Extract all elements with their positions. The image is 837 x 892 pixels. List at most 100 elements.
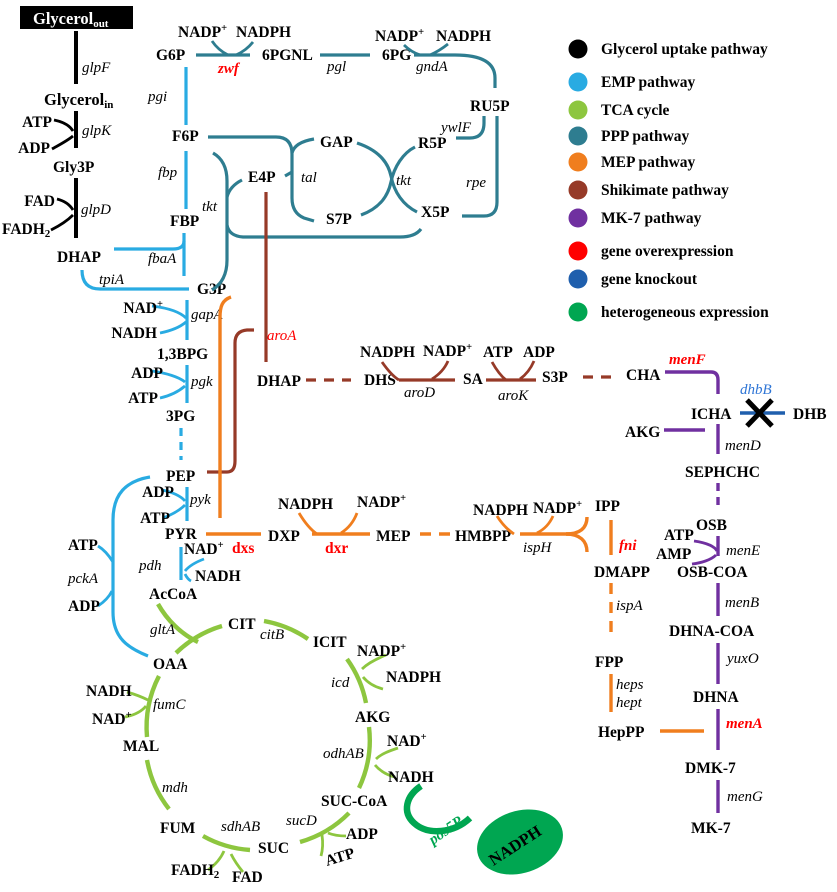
metabolite-dhna: DHNA: [693, 689, 739, 706]
gene-arod: aroD: [404, 385, 435, 401]
cofactor-fad-sdhab: FAD: [232, 869, 263, 886]
legend-dot-glycerol: [568, 39, 588, 59]
cofactor-in-sdhab: [229, 853, 245, 873]
cofactor-adp-sucd: ADP: [346, 826, 378, 843]
legend-dot-overexpression: [568, 241, 588, 261]
cofactor-nadh-odhab: NADH: [388, 769, 434, 786]
gene-menb: menB: [725, 595, 759, 611]
legend: Glycerol uptake pathway EMP pathway TCA …: [568, 39, 769, 322]
cofactor-out-gnda: [429, 42, 449, 57]
cofactor-nad-odhab: NAD+: [387, 732, 427, 750]
cofactor-atp-mene: ATP: [664, 527, 694, 544]
metabolite-mk7: MK-7: [691, 820, 731, 837]
arrow-tkt-s7p-r5p: [360, 145, 416, 217]
metabolite-dhnacoa: DHNA-COA: [669, 623, 755, 640]
metabolite-sa: SA: [463, 371, 484, 388]
arrow-menf: [665, 370, 720, 394]
cofactor-atp-pcka: ATP: [68, 537, 98, 554]
gene-arok: aroK: [498, 388, 529, 404]
metabolite-6pgnl: 6PGNL: [262, 47, 313, 64]
glycerol-out-box: [20, 6, 133, 29]
metabolite-g6p: G6P: [156, 47, 186, 64]
cofactor-in-arok: [490, 361, 507, 382]
cofactor-out-glpk: [51, 134, 74, 151]
gene-pgl: pgl: [326, 59, 346, 75]
gene-tkt-mid: tkt: [396, 173, 412, 189]
cofactor-atp-pgk: ATP: [128, 390, 158, 407]
gene-odhab: odhAB: [323, 746, 364, 762]
arrow-mdh: [144, 759, 171, 811]
legend-label-mep: MEP pathway: [601, 154, 696, 171]
gene-glpd: glpD: [81, 202, 111, 218]
cofactor-amp-mene: AMP: [656, 546, 692, 563]
legend-label-overexpression: gene overexpression: [601, 243, 734, 260]
cofactor-adp-glpk: ADP: [18, 140, 50, 157]
cofactor-in-pgk: [151, 369, 186, 384]
shikimate-pathway: aroA DHAP DHS NADPH NADP+ aroD SA ATP AD…: [207, 192, 661, 474]
metabolite-3pg: 3PG: [166, 408, 195, 425]
cofactor-in-pcka: [97, 590, 114, 608]
cofactor-adp-pgk: ADP: [131, 365, 163, 382]
metabolite-dxp: DXP: [268, 528, 300, 545]
gene-ywlf: ywlF: [439, 120, 472, 136]
legend-label-glycerol: Glycerol uptake pathway: [601, 41, 768, 58]
cofactor-out-sdhab: [207, 850, 226, 872]
legend-label-shikimate: Shikimate pathway: [601, 182, 729, 199]
arrow-gnda: [414, 53, 497, 88]
metabolite-gly3p: Gly3P: [53, 159, 95, 176]
arrow-pos5p: [403, 783, 473, 835]
legend-label-knockout: gene knockout: [601, 271, 698, 288]
arrow-citb: [263, 618, 310, 641]
gene-pos5p: pos5P: [424, 813, 466, 849]
cofactor-nadph-dxr: NADPH: [278, 496, 333, 513]
legend-label-ppp: PPP pathway: [601, 128, 690, 145]
arrow-tpia: [80, 269, 189, 291]
nadph-pool-ellipse: [477, 809, 563, 875]
legend-dot-mk7: [568, 208, 588, 228]
cofactor-out-arok: [519, 360, 536, 381]
gene-tpia: tpiA: [99, 272, 125, 288]
cofactor-nadph-isph: NADPH: [473, 502, 528, 519]
cofactor-out-pdh: [183, 573, 192, 583]
cofactor-fad-glpd: FAD: [24, 193, 55, 210]
legend-dot-heterologous: [568, 302, 588, 322]
cofactor-nad-gapa: NAD+: [123, 299, 163, 317]
cofactor-fadh2-sdhab: FADH2: [171, 862, 220, 881]
arrow-fbp-dhap: [114, 240, 186, 251]
cofactor-out-gapa: [159, 320, 187, 335]
arrow-g3p-pyr: [218, 295, 232, 518]
cofactor-in-glpk: [53, 118, 75, 132]
metabolite-fbp: FBP: [170, 213, 200, 230]
gene-isph: ispH: [523, 540, 553, 556]
nadph-pool: pos5P NADPH: [403, 783, 563, 875]
metabolite-osb: OSB: [696, 517, 727, 534]
cofactor-nadph-zwf: NADPH: [236, 24, 291, 41]
metabolite-pyr: PYR: [165, 526, 198, 543]
gene-fbaa: fbaA: [148, 251, 177, 267]
metabolite-succoa: SUC-CoA: [321, 793, 388, 810]
arrow-tkt-f6p-g3p: [211, 151, 229, 292]
cofactor-nadp-icd: NADP+: [357, 642, 406, 660]
gene-sucd: sucD: [286, 813, 317, 829]
cofactor-atp-pyk: ATP: [140, 510, 170, 527]
gene-pgk: pgk: [190, 374, 213, 390]
gene-dhbb: dhbB: [740, 382, 772, 398]
gene-aroa: aroA: [267, 328, 297, 344]
gene-pyk: pyk: [189, 492, 211, 508]
arrow-sucd: [299, 811, 351, 845]
metabolite-hmbpp: HMBPP: [455, 528, 511, 545]
cofactor-nadp-dxr: NADP+: [357, 493, 406, 511]
cofactor-nadph-gnda: NADPH: [436, 28, 491, 45]
legend-dot-mep: [568, 152, 588, 172]
metabolite-dhb: DHB: [793, 406, 827, 423]
gene-hept: hept: [616, 695, 643, 711]
cofactor-nad-pdh: NAD+: [184, 540, 224, 558]
cofactor-in-arod: [380, 361, 400, 382]
cofactor-out-odhab: [373, 764, 396, 779]
metabolite-dhap: DHAP: [57, 249, 101, 266]
metabolite-gap: GAP: [320, 134, 353, 151]
metabolite-fpp: FPP: [595, 654, 624, 671]
arrow-pep-junction: [207, 328, 254, 474]
gene-tal: tal: [301, 170, 317, 186]
cofactor-out-mene: [691, 553, 717, 566]
